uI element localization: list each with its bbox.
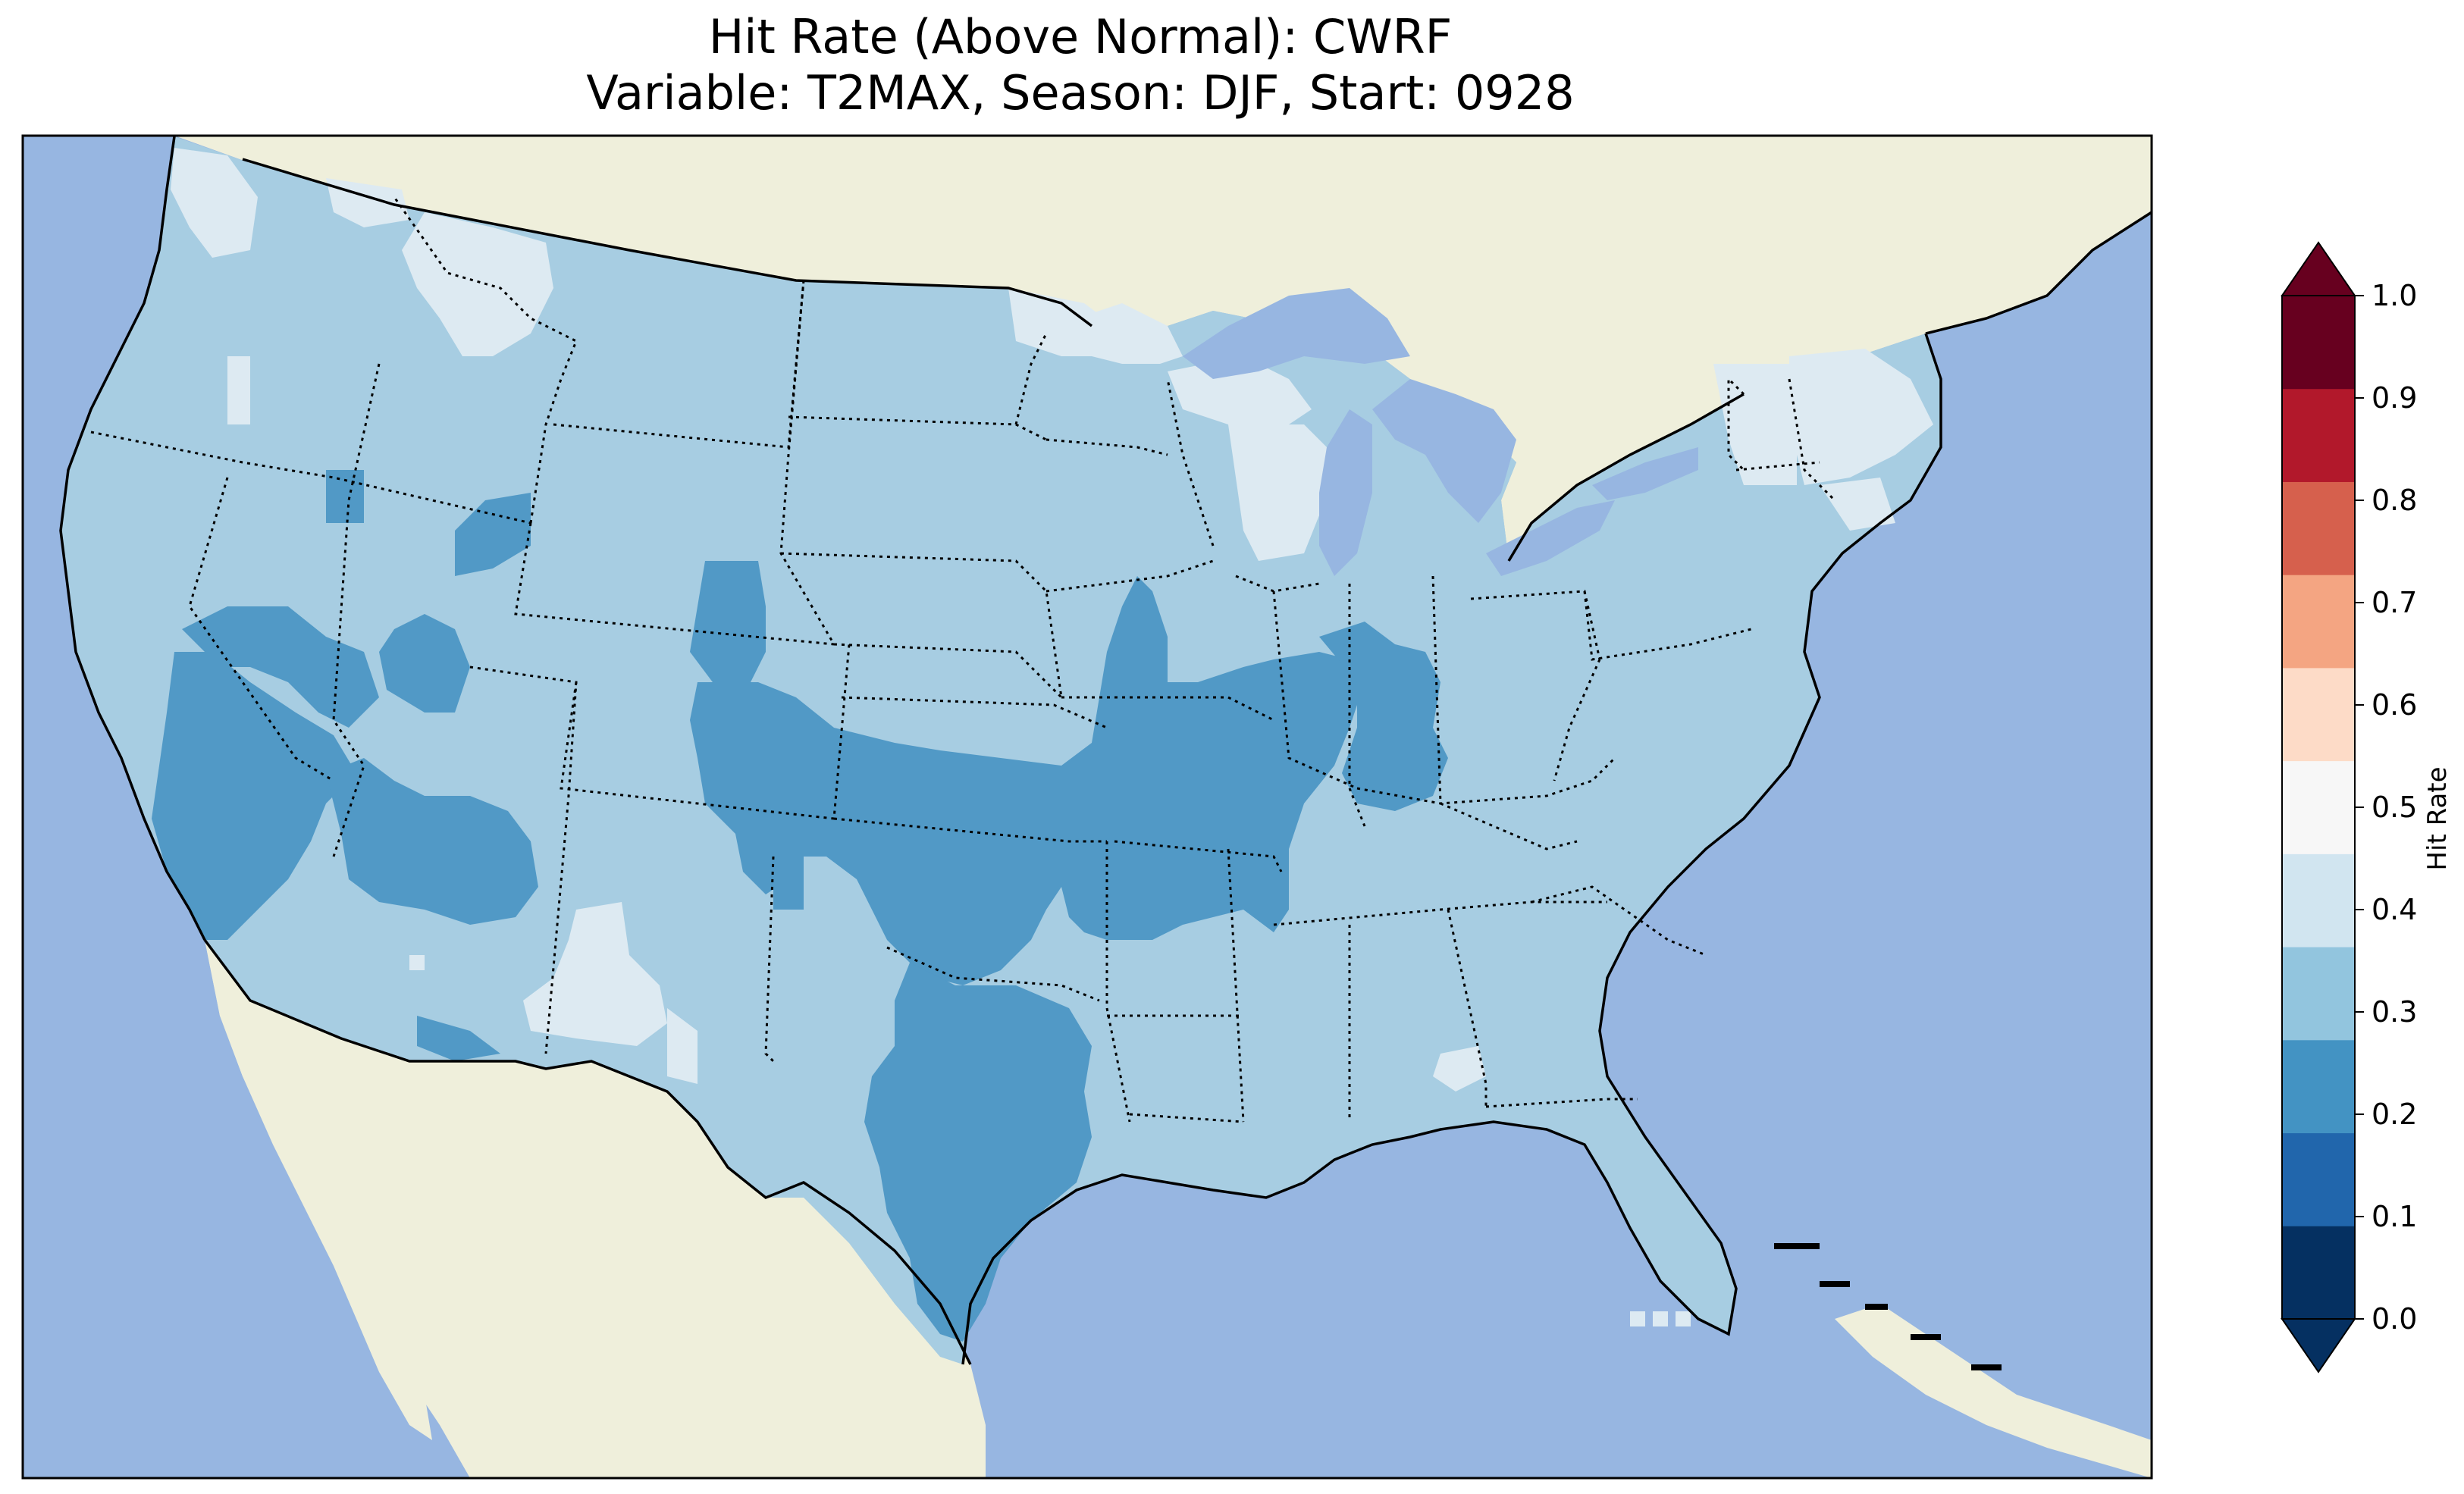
colorbar-segment [2282, 853, 2355, 947]
colorbar-segment [2282, 667, 2355, 762]
colorbar-segment [2282, 575, 2355, 669]
colorbar [2281, 241, 2364, 1373]
canada-land [174, 136, 2152, 561]
colorbar-tick-label: 0.2 [2372, 1098, 2418, 1131]
colorbar-segment [2282, 947, 2355, 1041]
colorbar-segment [2282, 296, 2355, 390]
colorbar-segment [2282, 388, 2355, 482]
cuba-land [1835, 1304, 2152, 1478]
colorbar-tick-label: 0.9 [2372, 381, 2418, 415]
country-borders [59, 136, 2152, 1365]
caribbean-islands [1774, 1243, 2002, 1370]
great-lakes [1183, 288, 1698, 576]
colorbar-tick-label: 0.8 [2372, 484, 2418, 517]
colorbar-segment [2282, 481, 2355, 575]
colorbar-tick-label: 0.0 [2372, 1302, 2418, 1336]
colorbar-over-arrow [2281, 241, 2356, 296]
map-title-line-1: Hit Rate (Above Normal): CWRF [708, 9, 1453, 64]
colorbar-label: Hit Rate [2422, 766, 2453, 871]
colorbar-tick-label: 0.7 [2372, 586, 2418, 619]
colorbar-segment [2282, 760, 2355, 854]
colorbar-tick-label: 0.3 [2372, 995, 2418, 1029]
colorbar-segment [2282, 1226, 2355, 1320]
colorbar-tick-label: 1.0 [2372, 279, 2418, 312]
baja-california-land [205, 940, 432, 1440]
colorbar-tick-label: 0.4 [2372, 893, 2418, 926]
us-hit-rate-0-2-to-0-3 [152, 470, 1448, 1342]
state-borders [90, 196, 1836, 1123]
map-title-line-2: Variable: T2MAX, Season: DJF, Start: 092… [586, 65, 1575, 121]
colorbar-tick-label: 0.1 [2372, 1200, 2418, 1233]
us-hit-rate-0-4-to-0-5 [171, 148, 1933, 1326]
colorbar-tick-label: 0.6 [2372, 688, 2418, 722]
colorbar-segment [2282, 1039, 2355, 1134]
colorbar-under-arrow [2281, 1318, 2356, 1373]
colorbar-tick-label: 0.5 [2372, 791, 2418, 824]
map-frame [21, 134, 2153, 1480]
colorbar-segment [2282, 1132, 2355, 1226]
map-panel [23, 136, 2152, 1478]
